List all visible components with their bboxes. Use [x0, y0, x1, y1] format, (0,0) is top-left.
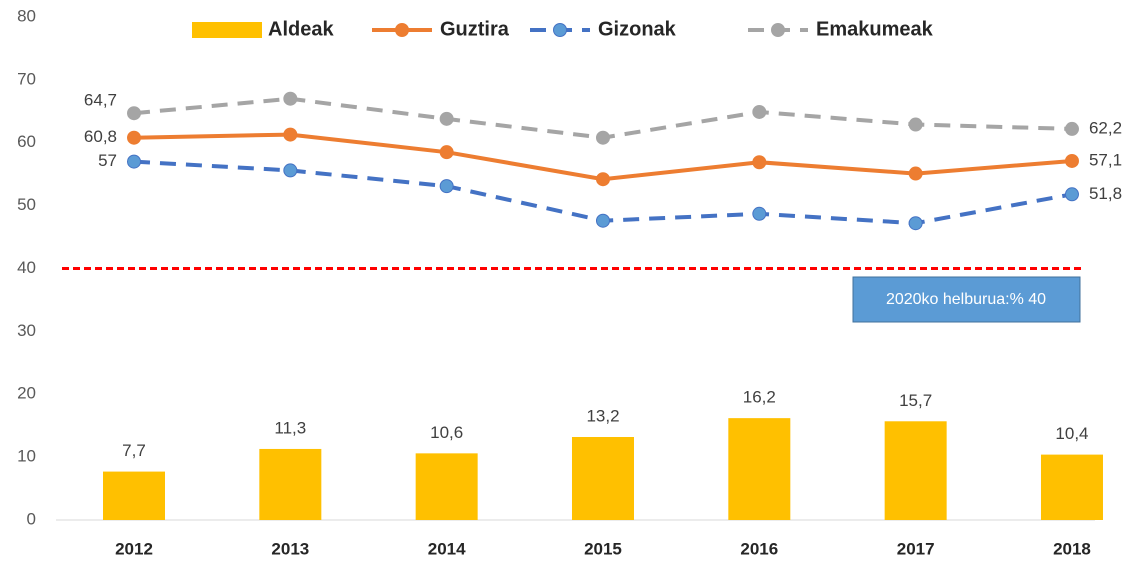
- x-tick-label: 2012: [115, 539, 153, 558]
- data-label: 62,2: [1089, 118, 1122, 137]
- marker: [1064, 153, 1079, 168]
- marker: [439, 179, 454, 194]
- marker: [283, 163, 298, 178]
- marker: [283, 91, 298, 106]
- marker: [752, 206, 767, 221]
- x-tick-label: 2014: [428, 539, 466, 558]
- legend-marker: [395, 23, 409, 37]
- bar: [571, 437, 634, 520]
- data-label: 57,1: [1089, 150, 1122, 169]
- y-tick-label: 70: [17, 69, 36, 88]
- marker: [908, 216, 923, 231]
- data-label: 51,8: [1089, 184, 1122, 203]
- y-tick-label: 80: [17, 6, 36, 25]
- marker: [908, 117, 923, 132]
- legend-label: Emakumeak: [816, 18, 934, 40]
- legend-marker: [553, 23, 567, 37]
- legend-swatch: [192, 22, 262, 38]
- data-label: 15,7: [899, 391, 932, 410]
- y-tick-label: 40: [17, 258, 36, 277]
- data-label: 11,3: [274, 418, 306, 437]
- bar: [728, 418, 791, 520]
- y-tick-label: 30: [17, 321, 36, 340]
- marker: [1064, 187, 1079, 202]
- data-label: 60,8: [84, 127, 117, 146]
- bar: [259, 448, 322, 520]
- annotation-box: [852, 276, 1081, 323]
- bar: [415, 453, 478, 520]
- legend-marker: [771, 23, 785, 37]
- data-label: 57: [98, 151, 117, 170]
- marker: [595, 130, 610, 145]
- x-tick-label: 2015: [584, 539, 622, 558]
- marker: [439, 111, 454, 126]
- y-tick-label: 20: [17, 384, 36, 403]
- annotation: 2020ko helburua:% 40: [886, 291, 1046, 308]
- marker: [1064, 121, 1079, 136]
- marker: [127, 106, 141, 121]
- marker: [595, 172, 610, 187]
- legend-label: Gizonak: [598, 18, 677, 40]
- x-tick-label: 2016: [740, 539, 778, 558]
- data-label: 16,2: [743, 388, 776, 407]
- data-label: 13,2: [586, 406, 619, 425]
- marker: [752, 155, 767, 170]
- bar: [1040, 454, 1103, 520]
- marker: [908, 166, 923, 181]
- x-tick-label: 2013: [271, 539, 309, 558]
- y-tick-label: 50: [17, 195, 36, 214]
- marker: [283, 127, 298, 142]
- data-label: 10,6: [430, 423, 463, 442]
- marker: [439, 145, 454, 160]
- x-tick-label: 2017: [897, 539, 935, 558]
- y-tick-label: 60: [17, 132, 36, 151]
- data-label: 10,4: [1055, 424, 1088, 443]
- x-tick-label: 2018: [1053, 539, 1091, 558]
- legend-label: Aldeak: [268, 18, 334, 40]
- bar: [884, 421, 947, 520]
- data-label: 7,7: [122, 441, 146, 460]
- bar: [103, 471, 165, 520]
- marker: [595, 213, 610, 228]
- legend-label: Guztira: [440, 18, 510, 40]
- marker: [127, 130, 141, 145]
- marker: [127, 154, 141, 169]
- y-tick-label: 10: [17, 447, 36, 466]
- data-label: 64,7: [84, 91, 117, 110]
- y-tick-label: 0: [27, 509, 36, 528]
- marker: [752, 104, 767, 119]
